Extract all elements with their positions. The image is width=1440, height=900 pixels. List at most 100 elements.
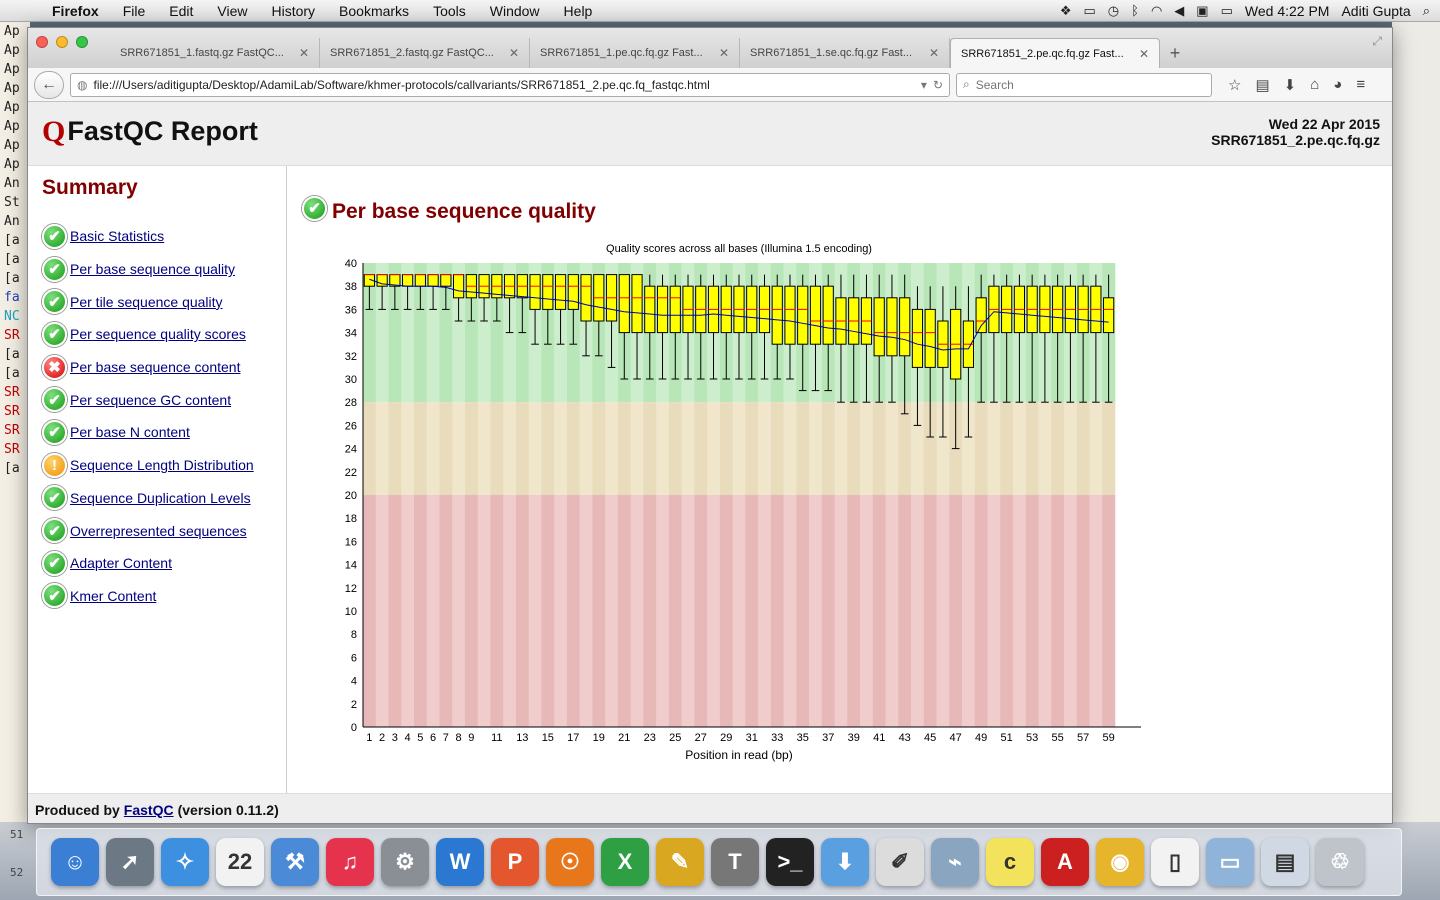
module-link[interactable]: Sequence Duplication Levels bbox=[70, 489, 251, 506]
window-close-button[interactable] bbox=[36, 36, 48, 48]
menu-file[interactable]: File bbox=[122, 2, 146, 19]
firefox-icon[interactable]: ☉ bbox=[546, 838, 594, 886]
tab-close-icon[interactable]: ✕ bbox=[718, 46, 729, 60]
tab-close-icon[interactable]: ✕ bbox=[298, 46, 309, 60]
quality-zone bbox=[464, 495, 479, 727]
itunes-icon[interactable]: ♫ bbox=[326, 838, 374, 886]
launchpad-icon[interactable]: ➚ bbox=[106, 838, 154, 886]
preview-icon[interactable]: ▤ bbox=[1261, 838, 1309, 886]
reload-icon[interactable]: ↻ bbox=[932, 77, 943, 92]
window-zoom-button[interactable] bbox=[76, 36, 88, 48]
menu-help[interactable]: Help bbox=[563, 2, 593, 19]
menubar-clock[interactable]: Wed 4:22 PM bbox=[1244, 2, 1330, 19]
bookmarks-list-icon[interactable]: ▤ bbox=[1255, 76, 1270, 94]
menu-window[interactable]: Window bbox=[489, 2, 540, 19]
network-icon[interactable]: ⌁ bbox=[931, 838, 979, 886]
menu-bookmarks[interactable]: Bookmarks bbox=[339, 2, 410, 19]
display-icon[interactable]: ▭ bbox=[1083, 2, 1096, 18]
menu-icon[interactable]: ≡ bbox=[1356, 75, 1366, 93]
quality-zone bbox=[719, 402, 733, 495]
menu-view[interactable]: View bbox=[217, 2, 248, 19]
downloader-icon[interactable]: ⬇ bbox=[821, 838, 869, 886]
volume-icon[interactable]: ◀ bbox=[1174, 2, 1185, 18]
citeulike-icon[interactable]: c bbox=[986, 838, 1034, 886]
bookmark-star-icon[interactable]: ☆ bbox=[1228, 76, 1242, 94]
line-number: 51 bbox=[10, 828, 24, 841]
latex-icon[interactable]: T bbox=[711, 838, 759, 886]
x-tick-label: 9 bbox=[468, 732, 474, 744]
keyboard-icon[interactable]: ▣ bbox=[1196, 2, 1209, 18]
fastqc-link[interactable]: FastQC bbox=[123, 801, 174, 818]
document-icon[interactable]: ▯ bbox=[1151, 838, 1199, 886]
x-tick-label: 6 bbox=[430, 732, 436, 744]
url-text[interactable]: file:///Users/aditigupta/Desktop/AdamiLa… bbox=[93, 77, 710, 92]
folder-icon[interactable]: ▭ bbox=[1206, 838, 1254, 886]
time-machine-icon[interactable]: ◷ bbox=[1107, 2, 1120, 18]
check-icon: ✔ bbox=[42, 583, 67, 609]
module-link[interactable]: Adapter Content bbox=[70, 555, 172, 572]
tab-active[interactable]: SRR671851_2.pe.qc.fq.gz Fast... ✕ bbox=[950, 38, 1160, 68]
downloads-icon[interactable]: ⬇ bbox=[1283, 76, 1297, 94]
module-link[interactable]: Per sequence GC content bbox=[70, 391, 232, 408]
xcode-icon[interactable]: ⚒ bbox=[271, 838, 319, 886]
quality-box bbox=[822, 285, 834, 345]
menu-firefox[interactable]: Firefox bbox=[52, 2, 99, 19]
finder-icon[interactable]: ☺ bbox=[51, 838, 99, 886]
window-minimize-button[interactable] bbox=[56, 36, 68, 48]
module-link[interactable]: Per tile sequence quality bbox=[70, 293, 223, 310]
spotlight-icon[interactable]: ⌕ bbox=[1422, 2, 1430, 18]
quality-zone bbox=[1064, 495, 1078, 727]
tab[interactable]: SRR671851_1.se.qc.fq.gz Fast... ✕ bbox=[740, 38, 950, 68]
tab[interactable]: SRR671851_1.pe.qc.fq.gz Fast... ✕ bbox=[530, 38, 740, 68]
dock-glyph: ☺ bbox=[63, 849, 87, 874]
tab[interactable]: SRR671851_2.fastq.gz FastQC... ✕ bbox=[320, 38, 530, 68]
module-link[interactable]: Per sequence quality scores bbox=[70, 326, 246, 343]
url-bar[interactable]: ◍ file:///Users/aditigupta/Desktop/Adami… bbox=[70, 72, 950, 97]
dock-glyph: ➚ bbox=[120, 849, 140, 874]
module-link[interactable]: Per base sequence content bbox=[70, 359, 241, 376]
tab-close-icon[interactable]: ✕ bbox=[508, 46, 519, 60]
trash-icon[interactable]: ♲ bbox=[1316, 838, 1364, 886]
bluetooth-icon[interactable]: ᛒ bbox=[1131, 3, 1139, 18]
system-preferences-icon[interactable]: ⚙ bbox=[381, 838, 429, 886]
fullscreen-icon[interactable]: ⤢ bbox=[1372, 34, 1382, 48]
chat-icon[interactable]: ◕ bbox=[1333, 75, 1343, 93]
terminal-icon[interactable]: >_ bbox=[766, 838, 814, 886]
module-link[interactable]: Per base N content bbox=[70, 424, 190, 441]
quality-zone bbox=[834, 495, 848, 727]
menu-tools[interactable]: Tools bbox=[433, 2, 466, 19]
tab-close-icon[interactable]: ✕ bbox=[928, 46, 939, 60]
battery-icon[interactable]: ▭ bbox=[1220, 2, 1233, 18]
back-button[interactable]: ← bbox=[34, 70, 64, 99]
module-link[interactable]: Kmer Content bbox=[70, 587, 157, 604]
menubar-user[interactable]: Aditi Gupta bbox=[1341, 2, 1411, 19]
safari-icon[interactable]: ✧ bbox=[161, 838, 209, 886]
tab-close-icon[interactable]: ✕ bbox=[1138, 46, 1149, 61]
menu-history[interactable]: History bbox=[271, 2, 316, 19]
home-icon[interactable]: ⌂ bbox=[1310, 75, 1320, 93]
quality-zone bbox=[515, 495, 529, 727]
wifi-icon[interactable]: ◠ bbox=[1150, 2, 1163, 18]
module-link[interactable]: Basic Statistics bbox=[70, 228, 165, 245]
chrome-icon[interactable]: ◉ bbox=[1096, 838, 1144, 886]
acrobat-icon[interactable]: A bbox=[1041, 838, 1089, 886]
dropdown-icon[interactable]: ▾ bbox=[920, 77, 927, 92]
module-link[interactable]: Sequence Length Distribution bbox=[70, 457, 254, 474]
module-link[interactable]: Per base sequence quality bbox=[70, 261, 235, 278]
menu-edit[interactable]: Edit bbox=[169, 2, 194, 19]
powerpoint-icon[interactable]: P bbox=[491, 838, 539, 886]
new-tab-button[interactable]: + bbox=[1169, 42, 1181, 63]
textedit-icon[interactable]: ✐ bbox=[876, 838, 924, 886]
y-tick-label: 34 bbox=[345, 328, 357, 340]
quality-zone bbox=[439, 263, 453, 403]
calendar-icon[interactable]: 22 bbox=[216, 838, 264, 886]
search-input[interactable] bbox=[975, 77, 1205, 92]
quality-zone bbox=[987, 495, 1001, 727]
excel-icon[interactable]: X bbox=[601, 838, 649, 886]
module-link[interactable]: Overrepresented sequences bbox=[70, 522, 247, 539]
textwrangler-icon[interactable]: ✎ bbox=[656, 838, 704, 886]
dropbox-icon[interactable]: ❖ bbox=[1059, 2, 1072, 18]
tab[interactable]: SRR671851_1.fastq.gz FastQC... ✕ bbox=[110, 38, 320, 68]
search-bar[interactable]: ⌕ bbox=[956, 72, 1212, 97]
word-icon[interactable]: W bbox=[436, 838, 484, 886]
